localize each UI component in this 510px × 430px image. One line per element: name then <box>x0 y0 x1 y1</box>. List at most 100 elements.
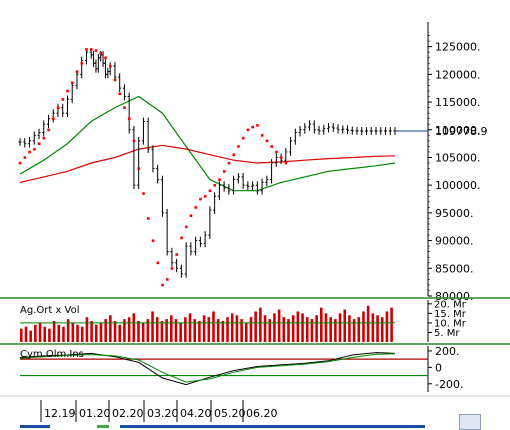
volume-tick-label: 5. Mr <box>434 328 460 339</box>
volume-bar <box>85 317 89 342</box>
volume-bar <box>221 321 225 342</box>
volume-bar <box>99 322 103 342</box>
volume-bar <box>207 317 211 342</box>
volume-bar <box>20 328 23 342</box>
volume-bar <box>48 328 51 342</box>
scroll-thumb-marker <box>97 425 109 428</box>
sar-dot <box>61 98 65 101</box>
sar-dot <box>265 139 269 143</box>
volume-bar <box>380 317 384 342</box>
volume-bar <box>188 313 192 342</box>
panel-frames <box>0 297 510 397</box>
sar-dot <box>146 217 150 220</box>
sar-dot <box>170 267 174 270</box>
volume-tick-label: 20. Mr <box>434 299 467 310</box>
price-tick-label: 85000. <box>435 262 474 275</box>
volume-bar <box>76 324 79 342</box>
oscillator-tick-label: -200. <box>435 378 463 391</box>
volume-bar <box>291 315 295 342</box>
volume-tick-label: 15. Mr <box>434 309 467 320</box>
sar-dot <box>275 150 278 154</box>
sar-dot <box>251 125 254 129</box>
sar-dot <box>213 183 217 187</box>
oscillator-panel: 200. 0 -200. Cym.Olm.Ins <box>19 345 463 392</box>
volume-bar <box>268 319 272 342</box>
sar-dot <box>56 106 60 109</box>
sar-dot <box>260 134 264 137</box>
oscillator-series-1 <box>19 352 396 386</box>
oscillator-tick-label: 200. <box>435 345 460 358</box>
volume-bar <box>212 311 215 342</box>
sar-dot <box>279 156 283 159</box>
volume-bar <box>170 315 173 342</box>
sar-dot <box>151 239 155 242</box>
volume-bar <box>34 324 37 342</box>
x-axis-tick-label: 02.20 <box>112 407 144 420</box>
x-axis: 12.19 01.20 02.20 03.20 04.20 05.20 06.20 <box>20 400 425 428</box>
volume-bar <box>277 309 281 342</box>
volume-bar <box>38 322 42 342</box>
volume-bar <box>263 315 267 342</box>
volume-bar <box>113 321 117 342</box>
volume-bar <box>371 313 375 342</box>
x-axis-tick-label: 03.20 <box>147 407 179 420</box>
volume-bar <box>66 319 70 342</box>
volume-bar <box>301 313 304 342</box>
volume-bar <box>198 321 201 342</box>
volume-bar <box>235 315 239 342</box>
sar-dot <box>52 117 55 121</box>
volume-bar <box>202 315 206 342</box>
sar-dot <box>270 145 273 148</box>
volume-tick-label: 10. Mr <box>434 318 467 329</box>
x-axis-tick-label: 01.20 <box>79 407 111 420</box>
volume-bar <box>240 319 243 342</box>
volume-bar <box>324 313 328 342</box>
price-tick-label: 120000. <box>435 68 481 81</box>
volume-bar <box>184 317 187 342</box>
sar-dot <box>208 189 212 193</box>
volume-bar <box>174 319 178 342</box>
volume-bar <box>352 319 356 342</box>
volume-bar <box>385 311 389 342</box>
volume-bar <box>320 307 323 342</box>
sar-dot <box>180 236 183 240</box>
volume-bar <box>390 307 393 342</box>
sar-dot <box>80 62 84 65</box>
sar-dot <box>118 92 122 96</box>
sar-dot <box>132 139 136 143</box>
volume-bar <box>362 311 365 342</box>
sar-dot <box>199 197 202 201</box>
volume-bar <box>95 324 98 342</box>
volume-bar <box>287 319 290 342</box>
volume-bar <box>123 319 126 342</box>
sar-dot <box>284 161 288 165</box>
scroll-right-button[interactable] <box>459 414 481 430</box>
volume-bar <box>132 313 136 342</box>
volume-bar <box>193 319 197 342</box>
volume-bar <box>343 309 347 342</box>
sar-dot <box>94 49 98 52</box>
volume-bar <box>338 313 342 342</box>
sar-dot <box>33 147 36 151</box>
price-panel: 125000. 120000. 115000. 110000. 105000. 10000… <box>18 22 488 303</box>
sar-dot <box>28 150 31 154</box>
sar-dot <box>85 48 88 51</box>
sar-dot <box>203 195 207 198</box>
price-tick-label: 115000. <box>435 96 481 109</box>
sma_long-line <box>19 144 396 183</box>
x-axis-tick-label: 04.20 <box>180 407 212 420</box>
volume-bar <box>329 317 332 342</box>
volume-panel-title: Ag.Ort x Vol <box>20 305 80 316</box>
volume-bar <box>80 326 84 342</box>
volume-bar <box>305 317 309 342</box>
volume-bar <box>109 315 112 342</box>
sar-dot <box>256 124 259 127</box>
price-tick-label: 95000. <box>435 207 474 220</box>
sar-dot <box>189 214 193 218</box>
volume-bar <box>273 313 276 342</box>
volume-bar <box>282 317 286 342</box>
volume-bar <box>43 326 47 342</box>
volume-bar <box>296 311 300 342</box>
